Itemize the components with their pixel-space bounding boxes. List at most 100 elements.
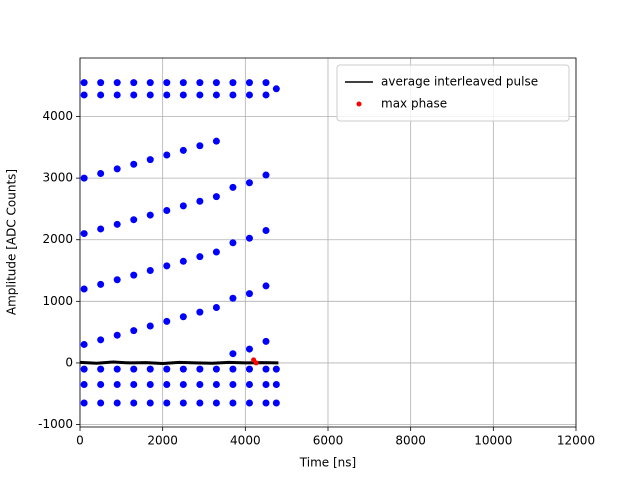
data-point [80, 380, 88, 388]
data-point [245, 380, 253, 388]
y-tick-label: 3000 [42, 171, 73, 185]
data-point [80, 285, 88, 293]
data-point [130, 160, 138, 168]
data-point [113, 165, 121, 173]
data-point [80, 230, 88, 238]
data-point [229, 79, 237, 87]
data-point [179, 91, 187, 99]
data-point [113, 91, 121, 99]
series-line [79, 360, 279, 366]
plot-area [79, 58, 577, 427]
y-axis-label: Amplitude [ADC Counts] [5, 169, 19, 315]
x-tick-label: 12000 [557, 434, 595, 448]
data-point [97, 336, 105, 344]
y-tick-label: 0 [65, 355, 73, 369]
data-point [163, 365, 171, 373]
data-point [272, 365, 280, 373]
data-point [146, 91, 154, 99]
data-point [212, 365, 220, 373]
data-point [229, 365, 237, 373]
data-point [253, 360, 259, 366]
data-point [146, 399, 154, 407]
data-point [146, 267, 154, 275]
legend-swatch [356, 101, 362, 107]
data-point [80, 91, 88, 99]
data-point [179, 313, 187, 321]
data-point [179, 202, 187, 210]
x-tick-label: 10000 [474, 434, 512, 448]
data-point [97, 365, 105, 373]
data-point [163, 206, 171, 214]
data-point [229, 91, 237, 99]
data-point [163, 262, 171, 270]
data-point [146, 380, 154, 388]
data-point [179, 399, 187, 407]
data-point [196, 253, 204, 261]
data-point [262, 226, 270, 234]
legend: average interleaved pulse max phase [336, 64, 570, 122]
y-tick-label: 1000 [42, 294, 73, 308]
data-point [146, 365, 154, 373]
data-point [80, 365, 88, 373]
data-point [245, 179, 253, 187]
data-point [262, 365, 270, 373]
data-point [229, 294, 237, 302]
data-point [163, 380, 171, 388]
legend-label: average interleaved pulse [381, 75, 538, 89]
data-point [196, 79, 204, 87]
data-point [97, 280, 105, 288]
x-tick-label: 6000 [313, 434, 344, 448]
data-point [196, 197, 204, 205]
data-point [163, 399, 171, 407]
data-point [80, 174, 88, 182]
data-point [245, 234, 253, 242]
x-axis-label: Time [ns] [299, 456, 356, 470]
data-point [130, 91, 138, 99]
data-point [196, 365, 204, 373]
data-point [272, 85, 280, 93]
data-point [97, 79, 105, 87]
data-point [80, 340, 88, 348]
data-point [113, 399, 121, 407]
data-point [212, 137, 220, 145]
legend-label: max phase [381, 97, 447, 111]
data-point [262, 337, 270, 345]
data-point [196, 91, 204, 99]
data-point [262, 171, 270, 179]
data-point [212, 303, 220, 311]
data-point [113, 365, 121, 373]
data-point [196, 308, 204, 316]
data-point [212, 399, 220, 407]
data-point [146, 211, 154, 219]
y-tick-label: 4000 [42, 109, 73, 123]
data-point [196, 142, 204, 150]
data-point [262, 91, 270, 99]
data-point [113, 331, 121, 339]
data-point [179, 146, 187, 154]
data-point [163, 151, 171, 159]
data-point [262, 282, 270, 290]
data-point [196, 399, 204, 407]
y-tick-label: -1000 [38, 417, 73, 431]
data-point [245, 399, 253, 407]
x-tick-label: 2000 [147, 434, 178, 448]
data-point [113, 220, 121, 228]
data-point [97, 225, 105, 233]
data-point [97, 399, 105, 407]
x-tick-label: 8000 [395, 434, 426, 448]
data-point [229, 380, 237, 388]
data-point [272, 380, 280, 388]
data-point [245, 290, 253, 298]
data-point [212, 193, 220, 201]
x-tick-label: 0 [76, 434, 84, 448]
data-point [97, 380, 105, 388]
x-tick-label: 4000 [230, 434, 261, 448]
data-point [229, 239, 237, 247]
data-point [229, 350, 237, 358]
data-point [163, 317, 171, 325]
data-point [130, 380, 138, 388]
data-point [179, 257, 187, 265]
data-point [245, 79, 253, 87]
data-point [146, 79, 154, 87]
